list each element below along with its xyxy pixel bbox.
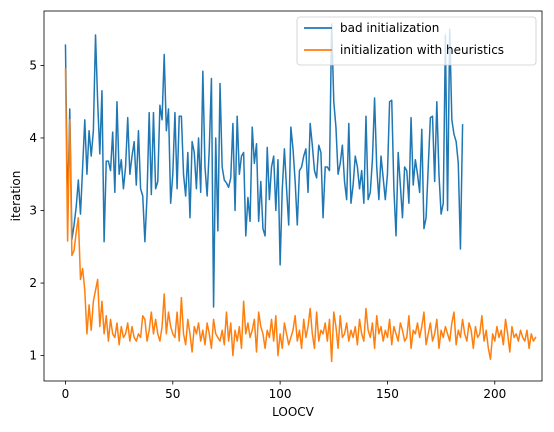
legend: bad initialization initialization with h… (296, 16, 537, 66)
legend-box (296, 16, 537, 66)
series-layer (64, 23, 537, 363)
legend-label-initialization-with-heuristics: initialization with heuristics (340, 43, 504, 57)
y-tick-label: 5 (29, 58, 37, 72)
x-ticks: 0 50 100 150 200 (62, 381, 506, 401)
y-ticks: 1 2 3 4 5 (29, 58, 44, 363)
x-tick-label: 100 (269, 387, 292, 401)
legend-label-bad-initialization: bad initialization (340, 21, 439, 35)
y-tick-label: 2 (29, 276, 37, 290)
x-axis-label: LOOCV (272, 405, 315, 419)
y-tick-label: 1 (29, 349, 37, 363)
x-tick-label: 200 (483, 387, 506, 401)
plot-frame (43, 10, 543, 382)
y-axis-label: iteration (9, 171, 23, 222)
x-tick-label: 50 (165, 387, 180, 401)
x-tick-label: 0 (62, 387, 70, 401)
y-tick-label: 3 (29, 204, 37, 218)
y-tick-label: 4 (29, 131, 37, 145)
series-line-bad-initialization (64, 23, 464, 308)
x-tick-label: 150 (376, 387, 399, 401)
series-line-initialization-with-heuristics (64, 68, 537, 363)
